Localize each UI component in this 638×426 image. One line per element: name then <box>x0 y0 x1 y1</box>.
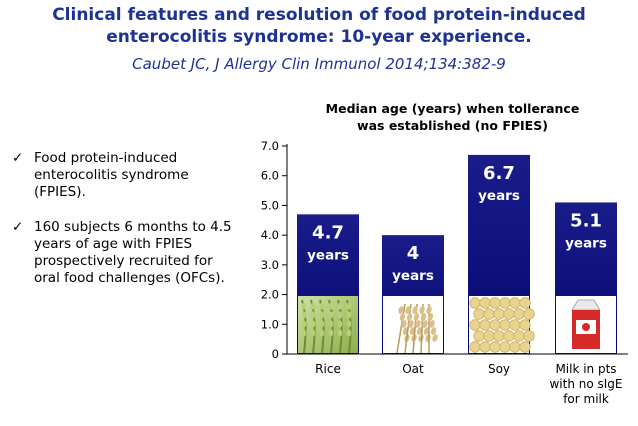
checkmark-icon: ✓ <box>12 150 24 166</box>
citation: Caubet JC, J Allergy Clin Immunol 2014;1… <box>132 55 506 73</box>
y-tick-label: 3.0 <box>261 258 279 272</box>
chart-title-line-2: was established (no FPIES) <box>357 118 548 133</box>
slide-title-line-1: Clinical features and resolution of food… <box>52 5 586 25</box>
slide-title-line-2: enterocolitis syndrome: 10-year experien… <box>106 27 532 47</box>
x-tick-label: for milk <box>563 392 609 406</box>
x-tick-label: Soy <box>488 362 510 376</box>
x-tick-label: Rice <box>315 362 341 376</box>
bullet-text: Food protein-induced enterocolitis syndr… <box>34 150 189 200</box>
data-unit-label: years <box>307 247 349 263</box>
checkmark-icon: ✓ <box>12 219 24 235</box>
y-tick-label: 5.0 <box>261 198 279 212</box>
y-tick-label: 1.0 <box>261 317 279 331</box>
data-unit-label: years <box>478 188 520 204</box>
data-unit-label: years <box>565 235 607 251</box>
bullet-item: ✓ Food protein-induced enterocolitis syn… <box>12 150 237 201</box>
x-tick-label: Milk in pts <box>555 362 616 376</box>
y-tick-label: 6.0 <box>261 169 279 183</box>
y-tick-label: 7.0 <box>261 139 279 153</box>
soybeans-image <box>469 296 535 353</box>
y-tick-label: 2.0 <box>261 288 279 302</box>
data-label: 4 <box>407 243 420 264</box>
oat-grain-image <box>383 296 443 354</box>
bullet-item: ✓ 160 subjects 6 months to 4.5 years of … <box>12 219 237 287</box>
rice-plant-image <box>298 296 358 354</box>
data-label: 5.1 <box>570 210 602 231</box>
y-tick-label: 0 <box>272 347 279 361</box>
chart-title-line-1: Median age (years) when tollerance <box>325 101 580 116</box>
x-tick-label: Oat <box>402 362 424 376</box>
x-tick-label: with no sIgE <box>549 377 622 391</box>
slide-title: Clinical features and resolution of food… <box>0 4 638 48</box>
milk-carton-image <box>556 296 616 353</box>
bullet-list: ✓ Food protein-induced enterocolitis syn… <box>12 150 237 305</box>
chart-title: Median age (years) when tollerance was e… <box>270 100 635 134</box>
data-label: 4.7 <box>312 222 344 243</box>
data-label: 6.7 <box>483 163 515 184</box>
data-unit-label: years <box>392 268 434 284</box>
bullet-text: 160 subjects 6 months to 4.5 years of ag… <box>34 219 232 286</box>
y-tick-label: 4.0 <box>261 228 279 242</box>
